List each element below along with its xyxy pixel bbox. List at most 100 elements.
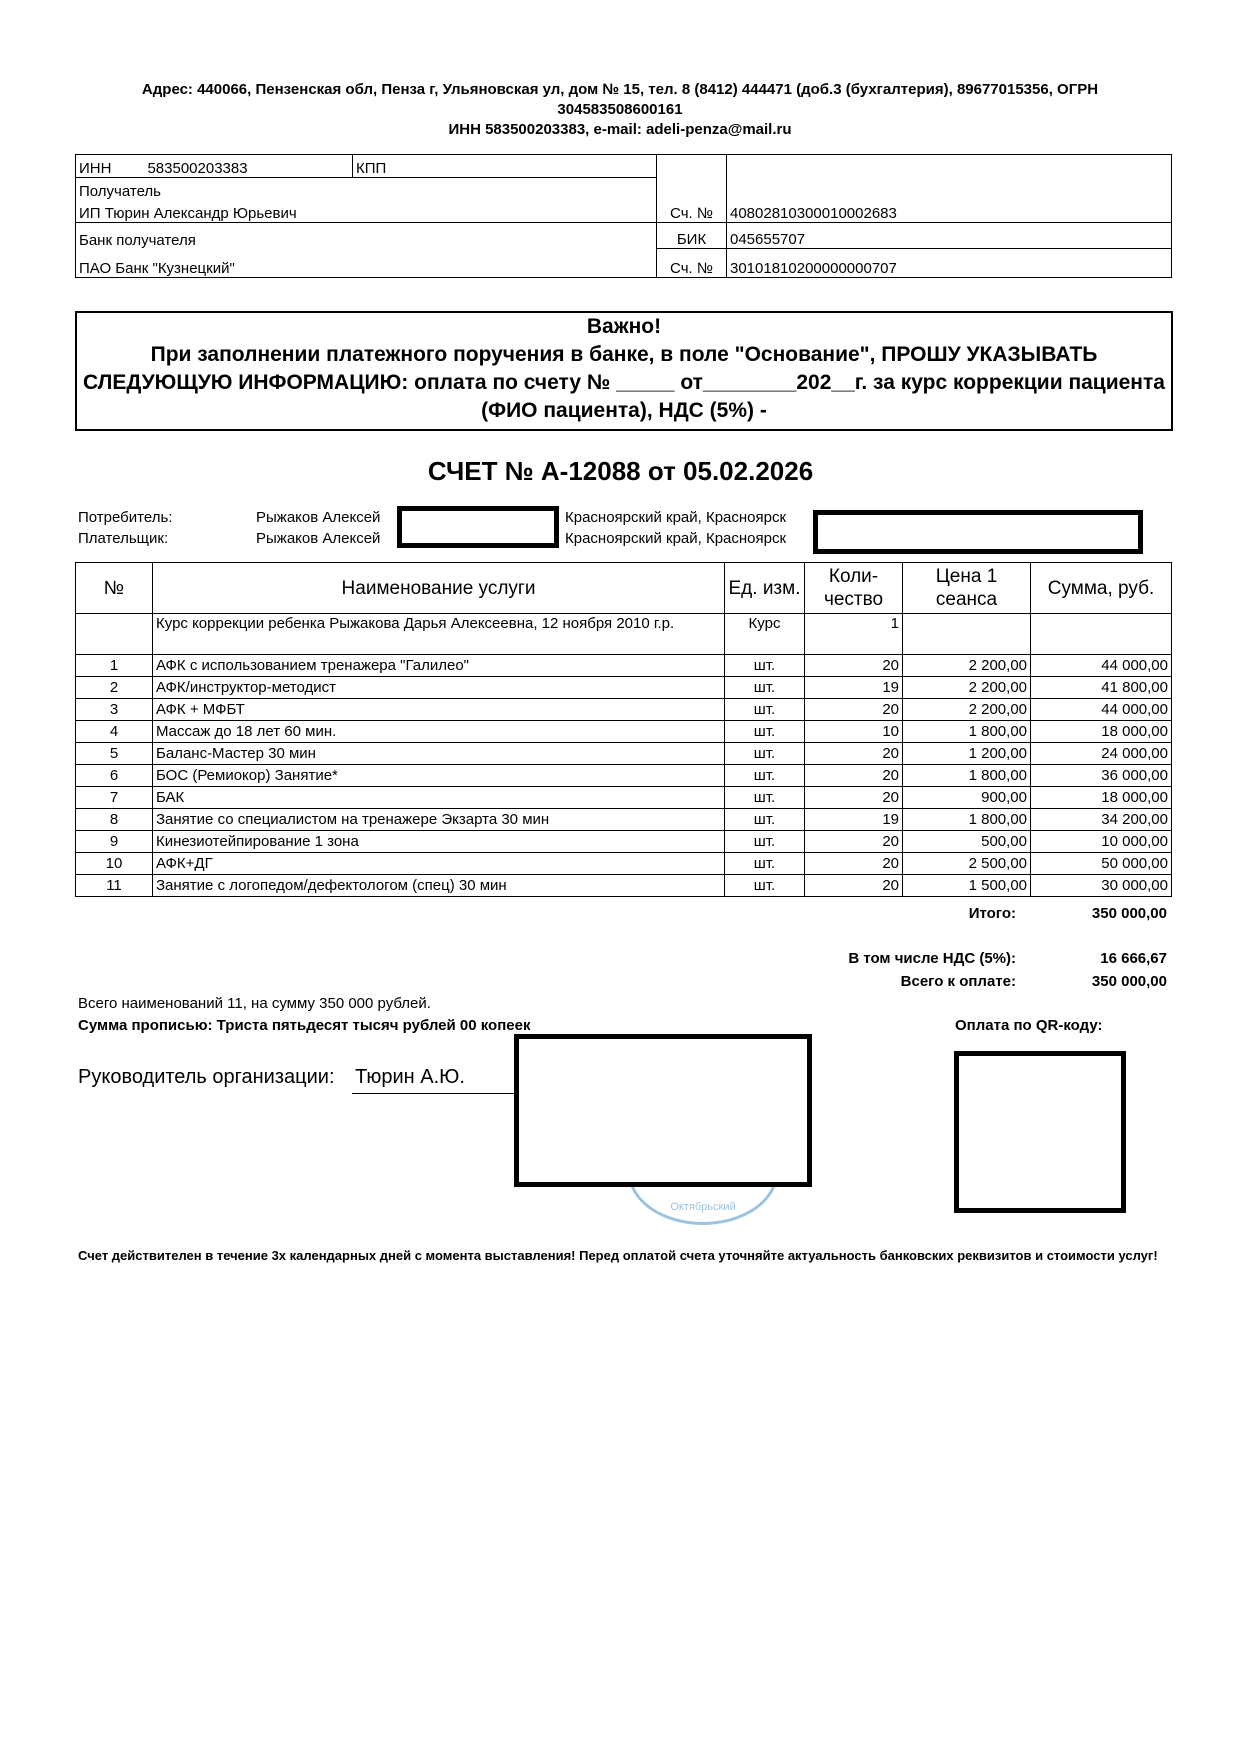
bank-name: ПАО Банк "Кузнецкий" [75,248,657,278]
inn-value: 583500203383 [147,160,248,177]
sum: 50 000,00 [1030,852,1172,875]
unit: шт. [724,742,805,765]
inn-label: ИНН [79,160,112,177]
redaction-box [813,510,1143,554]
row-number: 3 [75,698,153,721]
sum: 44 000,00 [1030,654,1172,677]
course-unit: Курс [724,613,805,655]
services-table: № Наименование услуги Ед. изм. Коли-чест… [75,562,1172,897]
sum: 36 000,00 [1030,764,1172,787]
table-row: 6 БОС (Ремиокор) Занятие* шт. 20 1 800,00 36 … [75,764,1172,787]
unit: шт. [724,786,805,809]
total-label: Итого: [968,905,1016,922]
row-number: 2 [75,676,153,699]
table-row: 7 БАК шт. 20 900,00 18 000,00 [75,786,1172,809]
consumer-label: Потребитель: [78,509,173,526]
table-row: 2 АФК/инструктор-методист шт. 19 2 200,00 41 … [75,676,1172,699]
price: 900,00 [902,786,1031,809]
payer-name: Рыжаков Алексей [256,530,381,547]
unit: шт. [724,698,805,721]
stamp-text: Октябрьский [670,1201,736,1213]
price: 1 500,00 [902,874,1031,897]
items-summary: Всего наименований 11, на сумму 350 000 … [78,995,431,1012]
quantity: 20 [804,742,903,765]
bik-value: 045655707 [726,222,1172,249]
service-name: Баланс-Мастер 30 мин [152,742,725,765]
qr-label: Оплата по QR-коду: [955,1017,1103,1034]
sum: 18 000,00 [1030,720,1172,743]
table-header-row: № Наименование услуги Ед. изм. Коли-чест… [75,562,1172,614]
notice-text: При заполнении платежного поручения в ба… [83,343,1165,422]
table-row: 10 АФК+ДГ шт. 20 2 500,00 50 000,00 [75,852,1172,875]
table-row: 9 Кинезиотейпирование 1 зона шт. 20 500,00 10… [75,830,1172,853]
inn-email-line: ИНН 583500203383, e-mail: adeli-penza@ma… [448,121,792,138]
due-value: 350 000,00 [1091,973,1167,990]
invoice-title: СЧЕТ № А-12088 от 05.02.2026 [427,456,814,486]
important-notice: Важно! При заполнении платежного поручен… [75,311,1173,431]
payer-label: Плательщик: [78,530,169,547]
service-name: Кинезиотейпирование 1 зона [152,830,725,853]
service-name: Занятие с логопедом/дефектологом (спец) … [152,874,725,897]
service-name: АФК с использованием тренажера "Галилео" [152,654,725,677]
quantity: 19 [804,808,903,831]
sum: 34 200,00 [1030,808,1172,831]
service-name: Массаж до 18 лет 60 мин. [152,720,725,743]
row-number: 9 [75,830,153,853]
unit: шт. [724,852,805,875]
total-value: 350 000,00 [1091,905,1167,922]
kpp-label: КПП [352,154,657,178]
notice-title: Важно! [586,315,662,338]
quantity: 10 [804,720,903,743]
quantity: 19 [804,676,903,699]
account-label: Сч. № [656,154,727,223]
quantity: 20 [804,786,903,809]
service-name: БОС (Ремиокор) Занятие* [152,764,725,787]
price: 2 200,00 [902,676,1031,699]
header-qty: Коли-чество [804,562,903,614]
row-number: 4 [75,720,153,743]
signer-name: Тюрин А.Ю. [352,1066,525,1094]
service-name: АФК+ДГ [152,852,725,875]
course-row: Курс коррекции ребенка Рыжакова Дарья Ал… [75,613,1172,655]
sum: 41 800,00 [1030,676,1172,699]
account-value: 40802810300010002683 [726,154,1172,223]
header-number: № [75,562,153,614]
table-row: 5 Баланс-Мастер 30 мин шт. 20 1 200,00 24 000… [75,742,1172,765]
row-number: 10 [75,852,153,875]
price: 1 800,00 [902,764,1031,787]
signature-label: Руководитель организации: [78,1066,335,1088]
sum: 18 000,00 [1030,786,1172,809]
service-name: АФК + МФБТ [152,698,725,721]
corr-account: 30101810200000000707 [726,248,1172,278]
table-row: 3 АФК + МФБТ шт. 20 2 200,00 44 000,00 [75,698,1172,721]
row-number: 8 [75,808,153,831]
price: 1 200,00 [902,742,1031,765]
sum: 30 000,00 [1030,874,1172,897]
bank-label: Банк получателя [75,222,657,249]
payer-region: Красноярский край, Красноярск [565,530,787,547]
unit: шт. [724,676,805,699]
service-name: Занятие со специалистом на тренажере Экз… [152,808,725,831]
price: 2 200,00 [902,698,1031,721]
quantity: 20 [804,874,903,897]
unit: шт. [724,874,805,897]
row-number: 7 [75,786,153,809]
unit: шт. [724,720,805,743]
corr-label: Сч. № [656,248,727,278]
vat-value: 16 666,67 [1100,950,1167,967]
row-number: 6 [75,764,153,787]
recipient-name: ИП Тюрин Александр Юрьевич [75,200,657,223]
row-number: 5 [75,742,153,765]
service-name: БАК [152,786,725,809]
address-line: Адрес: 440066, Пензенская обл, Пенза г, … [141,81,1099,98]
sum: 10 000,00 [1030,830,1172,853]
table-row: 8 Занятие со специалистом на тренажере Эк… [75,808,1172,831]
vat-label: В том числе НДС (5%): [848,950,1016,967]
unit: шт. [724,654,805,677]
header-service: Наименование услуги [152,562,725,614]
service-name: АФК/инструктор-методист [152,676,725,699]
sum: 44 000,00 [1030,698,1172,721]
unit: шт. [724,764,805,787]
due-label: Всего к оплате: [900,973,1016,990]
